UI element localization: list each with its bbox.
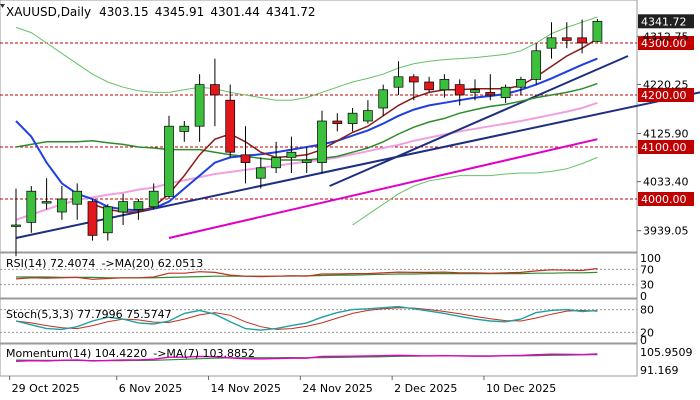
candle-body [179,125,190,132]
y-tick-label: 4312.75 [643,30,689,43]
y-tick-label: 4125.90 [643,128,689,141]
momentum-tick-label: 91.169 [640,364,679,377]
level-label-bg [638,192,694,206]
x-tick-label: 10 Dec 2025 [486,382,556,395]
ma-red-line [92,38,598,213]
stoch-tick-label: 80 [640,304,654,317]
momentum-line [15,353,598,362]
rsi-tick-label: 100 [640,252,661,265]
candle-body [41,201,52,204]
last-price-label: 4341.72 [641,15,687,28]
trendline [329,55,629,187]
last-price-bg [638,14,694,29]
candle-body [225,99,236,153]
y-tick-label: 3939.05 [643,225,689,238]
candle-body [546,37,557,49]
candle-body [271,157,281,169]
ohlc-header: XAUUSD,Daily 4303.15 4345.91 4301.44 4341.72 [6,5,316,19]
level-label: 4300.00 [641,37,687,50]
symbol-label: XAUUSD [6,5,57,19]
candle-body [57,198,67,213]
x-tick-label: 2 Dec 2025 [394,382,457,395]
high-value: 4345.91 [155,5,205,19]
stoch-k-line [15,305,598,331]
collapse-arrow-icon[interactable] [0,4,5,8]
candle-body [470,89,480,93]
level-label-bg [638,36,694,50]
candle-body [347,112,358,124]
x-tick-label: 29 Oct 2025 [12,382,80,395]
stoch-d-line [15,307,598,330]
candle-body [363,110,373,122]
candle-body [332,120,343,124]
candle-body [164,125,174,197]
candle-body [378,89,389,109]
y-tick-label: 4033.40 [643,176,689,189]
candle-body [301,159,312,163]
y-tick-label: 4220.25 [643,78,689,91]
candle-body [561,37,572,41]
stoch-panel [0,298,638,344]
trendline [15,91,700,239]
stoch-plot [0,305,637,333]
candle-body [210,84,220,96]
level-label-bg [638,88,694,102]
candle-body [454,84,465,96]
bollinger-lower [352,156,598,226]
close-value: 4341.72 [266,5,316,19]
momentum-plot [15,353,598,362]
candle-body [72,190,83,205]
stoch-label: Stoch(5,3,3) 77.7996 75.5747 [6,308,172,321]
candle-body [531,50,542,80]
rsi-line [15,267,598,280]
candle-body [408,76,419,83]
candle-body [500,86,511,98]
rsi-label: RSI(14) 72.4074 ->MA(20) 62.0513 [6,257,203,270]
candle-body [133,201,144,210]
candle-body [317,120,327,163]
rsi-plot [0,267,637,286]
open-value: 4303.15 [99,5,149,19]
level-label: 4100.00 [641,141,687,154]
level-label: 4200.00 [641,89,687,102]
candle-body [118,201,128,213]
x-tick-label: 24 Nov 2025 [302,382,372,395]
rsi-tick-label: 0 [640,290,647,303]
momentum-label: Momentum(14) 104.4220 ->MA(7) 103.8852 [6,347,255,360]
candle-body [577,37,587,44]
candle-body [424,81,434,91]
candle-body [148,190,159,208]
candle-body [11,224,21,227]
momentum-tick-label: 105.9509 [640,346,693,359]
candle-body [102,206,113,234]
rsi-tick-label: 70 [640,263,654,276]
momentum-panel [0,343,638,377]
main-plot [0,16,700,257]
candle-body [439,79,450,91]
x-tick-label: 14 Nov 2025 [211,382,281,395]
trendline [168,138,598,239]
candle-body [485,92,496,96]
stoch-tick-label: 20 [640,326,654,339]
stoch-tick-label: 0 [640,334,647,347]
candle-body [240,154,251,163]
candle-body [393,76,404,88]
candle-body [592,20,603,42]
bollinger-upper [15,16,598,101]
level-label: 4000.00 [641,193,687,206]
candle-body [286,151,297,158]
x-tick-label: 6 Nov 2025 [119,382,182,395]
candle-body [87,201,98,236]
axes: 4300.00 4200.00 4100.00 4000.00 4312.75 4220.… [9,14,694,395]
rsi-tick-label: 30 [640,279,654,292]
candle-body [26,190,37,223]
candle-body [516,79,526,88]
candle-body [255,167,266,179]
timeframe-label: Daily [61,5,91,19]
candle-body [194,84,205,127]
level-label-bg [638,140,694,154]
low-value: 4301.44 [210,5,260,19]
